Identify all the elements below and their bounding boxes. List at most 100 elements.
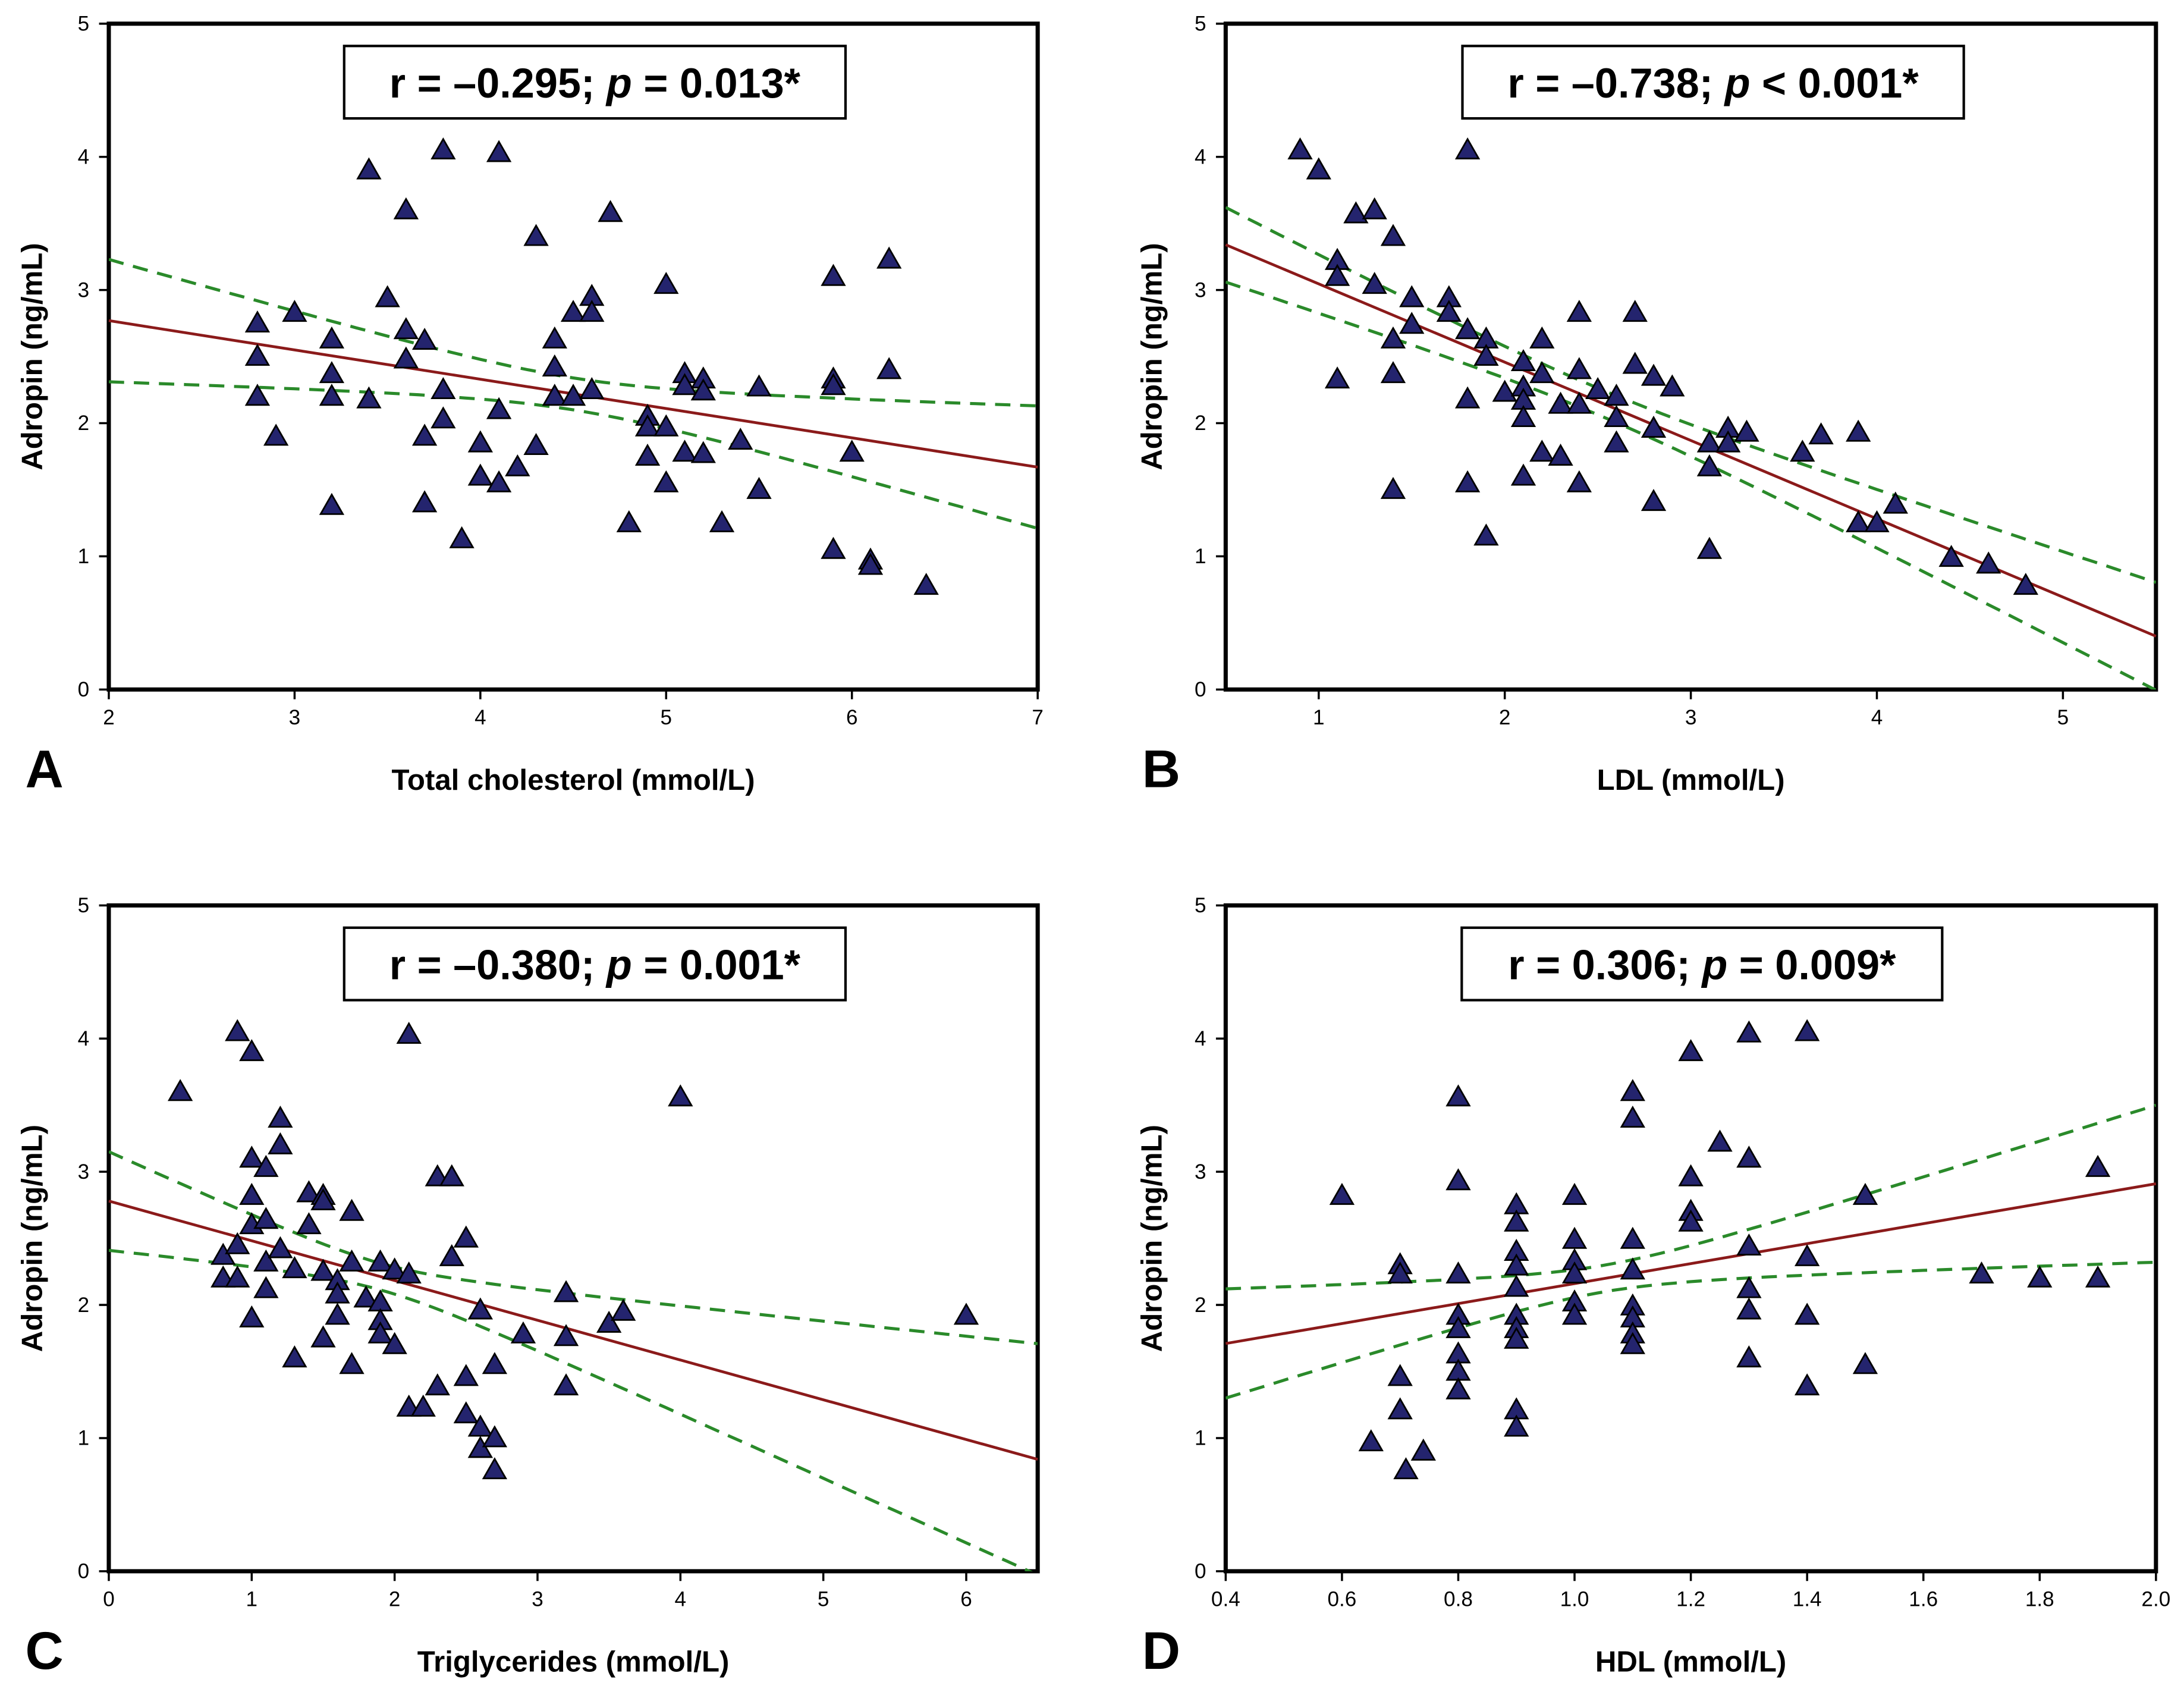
data-point-triangle (244, 310, 271, 333)
x-tick-label: 1.6 (1909, 1587, 1938, 1611)
data-point-triangle (553, 1324, 579, 1347)
data-point-triangle (430, 137, 456, 159)
data-point-triangle (510, 1321, 536, 1344)
data-point-triangle (672, 440, 697, 462)
data-point-triangle (486, 470, 512, 492)
data-point-triangle (319, 361, 345, 384)
data-point-triangle (653, 470, 679, 492)
y-axis-label: Adropin (ng/mL) (16, 1125, 49, 1352)
data-point-triangle (1529, 440, 1555, 462)
data-point-triangle (319, 384, 345, 406)
data-point-triangle (1622, 300, 1648, 322)
data-point-triangle (430, 376, 456, 400)
data-point-triangle (1696, 430, 1723, 453)
y-tick-label: 2 (1195, 412, 1206, 435)
data-point-triangle (1380, 476, 1406, 499)
p-value: = 0.001* (632, 941, 801, 988)
data-point-triangle (611, 1298, 636, 1321)
y-tick-label: 1 (1195, 545, 1206, 568)
y-tick-label: 0 (1195, 678, 1206, 701)
y-axis-label: Adropin (ng/mL) (16, 243, 49, 470)
data-point-triangle (1287, 137, 1313, 159)
data-point-triangle (1306, 157, 1331, 180)
ci-lower-line (1225, 280, 2156, 690)
data-point-triangle (253, 1276, 279, 1298)
data-point-triangle (839, 440, 865, 462)
data-point-triangle (453, 1364, 479, 1386)
data-point-triangle (876, 357, 902, 379)
x-axis-label: HDL (mmol/L) (1595, 1646, 1786, 1678)
data-point-triangle (634, 443, 661, 466)
data-point-triangle (1696, 536, 1723, 559)
data-point-triangle (367, 1249, 393, 1272)
ci-upper-line (1225, 206, 2156, 584)
data-point-triangle (449, 526, 474, 548)
data-point-triangle (486, 140, 512, 162)
panel-b: 1 2 3 4 5 0 1 2 3 4 5 LDL (mmol/L) Adropin (ng/mL) Br… (1136, 12, 2158, 798)
data-point-triangle (339, 1352, 364, 1374)
data-point-triangle (467, 1414, 494, 1437)
p-symbol: p (605, 59, 632, 106)
data-point-triangle (1620, 1257, 1645, 1280)
data-point-triangle (1454, 317, 1481, 340)
x-tick-label: 2.0 (2141, 1587, 2170, 1611)
data-point-triangle (1566, 300, 1592, 322)
y-tick-label: 5 (78, 12, 90, 36)
x-tick-label: 0.4 (1211, 1587, 1240, 1611)
data-point-triangle (393, 346, 419, 369)
data-point-triangle (210, 1242, 236, 1265)
p-symbol: p (1724, 59, 1751, 106)
data-point-triangle (268, 1106, 293, 1128)
data-point-triangle (1445, 1168, 1471, 1191)
data-point-triangle (953, 1302, 979, 1325)
data-point-triangle (821, 263, 846, 286)
data-point-triangle (1362, 272, 1387, 294)
y-tick-label: 4 (78, 1027, 90, 1050)
data-point-triangle (634, 414, 661, 437)
ci-lower-line (1225, 1260, 2156, 1400)
data-point-triangle (1380, 326, 1406, 349)
data-point-triangle (393, 317, 419, 340)
data-point-triangle (1343, 201, 1369, 224)
r-value: r = –0.738; (1507, 59, 1724, 106)
data-point-triangle (296, 1180, 322, 1203)
data-point-triangle (310, 1325, 336, 1348)
data-point-triangle (1852, 1182, 1878, 1205)
correlation-annotation-box (342, 926, 847, 1002)
data-point-triangle (382, 1332, 407, 1354)
data-point-triangle (690, 441, 716, 463)
data-point-triangle (1324, 366, 1350, 389)
data-point-triangle (453, 1225, 479, 1248)
data-point-triangle (467, 1436, 494, 1458)
data-point-triangle (167, 1079, 193, 1101)
data-point-triangle (653, 414, 679, 437)
x-tick-label: 2 (1499, 706, 1511, 729)
data-point-triangle (1622, 351, 1648, 374)
data-point-triangle (1795, 1244, 1820, 1266)
data-point-triangle (1790, 440, 1815, 462)
data-point-triangle (579, 300, 605, 322)
data-point-triangle (1504, 1275, 1529, 1297)
data-point-triangle (553, 1280, 579, 1302)
data-point-triangle (375, 285, 400, 307)
correlation-annotation-box (1461, 45, 1965, 120)
data-point-triangle (690, 378, 716, 401)
data-point-triangle (1795, 1019, 1820, 1041)
correlation-annotation: r = –0.380; p = 0.001* (389, 941, 801, 988)
correlation-annotation: r = –0.295; p = 0.013* (389, 59, 801, 106)
y-tick-label: 0 (78, 1560, 90, 1583)
data-point-triangle (239, 1305, 265, 1327)
data-point-triangle (225, 1265, 250, 1288)
data-point-triangle (876, 246, 902, 269)
data-point-triangle (1445, 1316, 1471, 1338)
x-tick-label: 1.8 (2025, 1587, 2054, 1611)
x-tick-label: 1 (1313, 706, 1325, 729)
data-point-triangle (2085, 1265, 2111, 1288)
y-tick-label: 2 (78, 412, 90, 435)
data-point-triangle (467, 463, 494, 486)
data-point-triangle (467, 430, 494, 453)
data-point-triangle (1387, 1261, 1413, 1284)
data-point-triangle (857, 553, 884, 575)
data-point-triangle (1410, 1438, 1436, 1461)
plot-frame (1223, 903, 2158, 1574)
